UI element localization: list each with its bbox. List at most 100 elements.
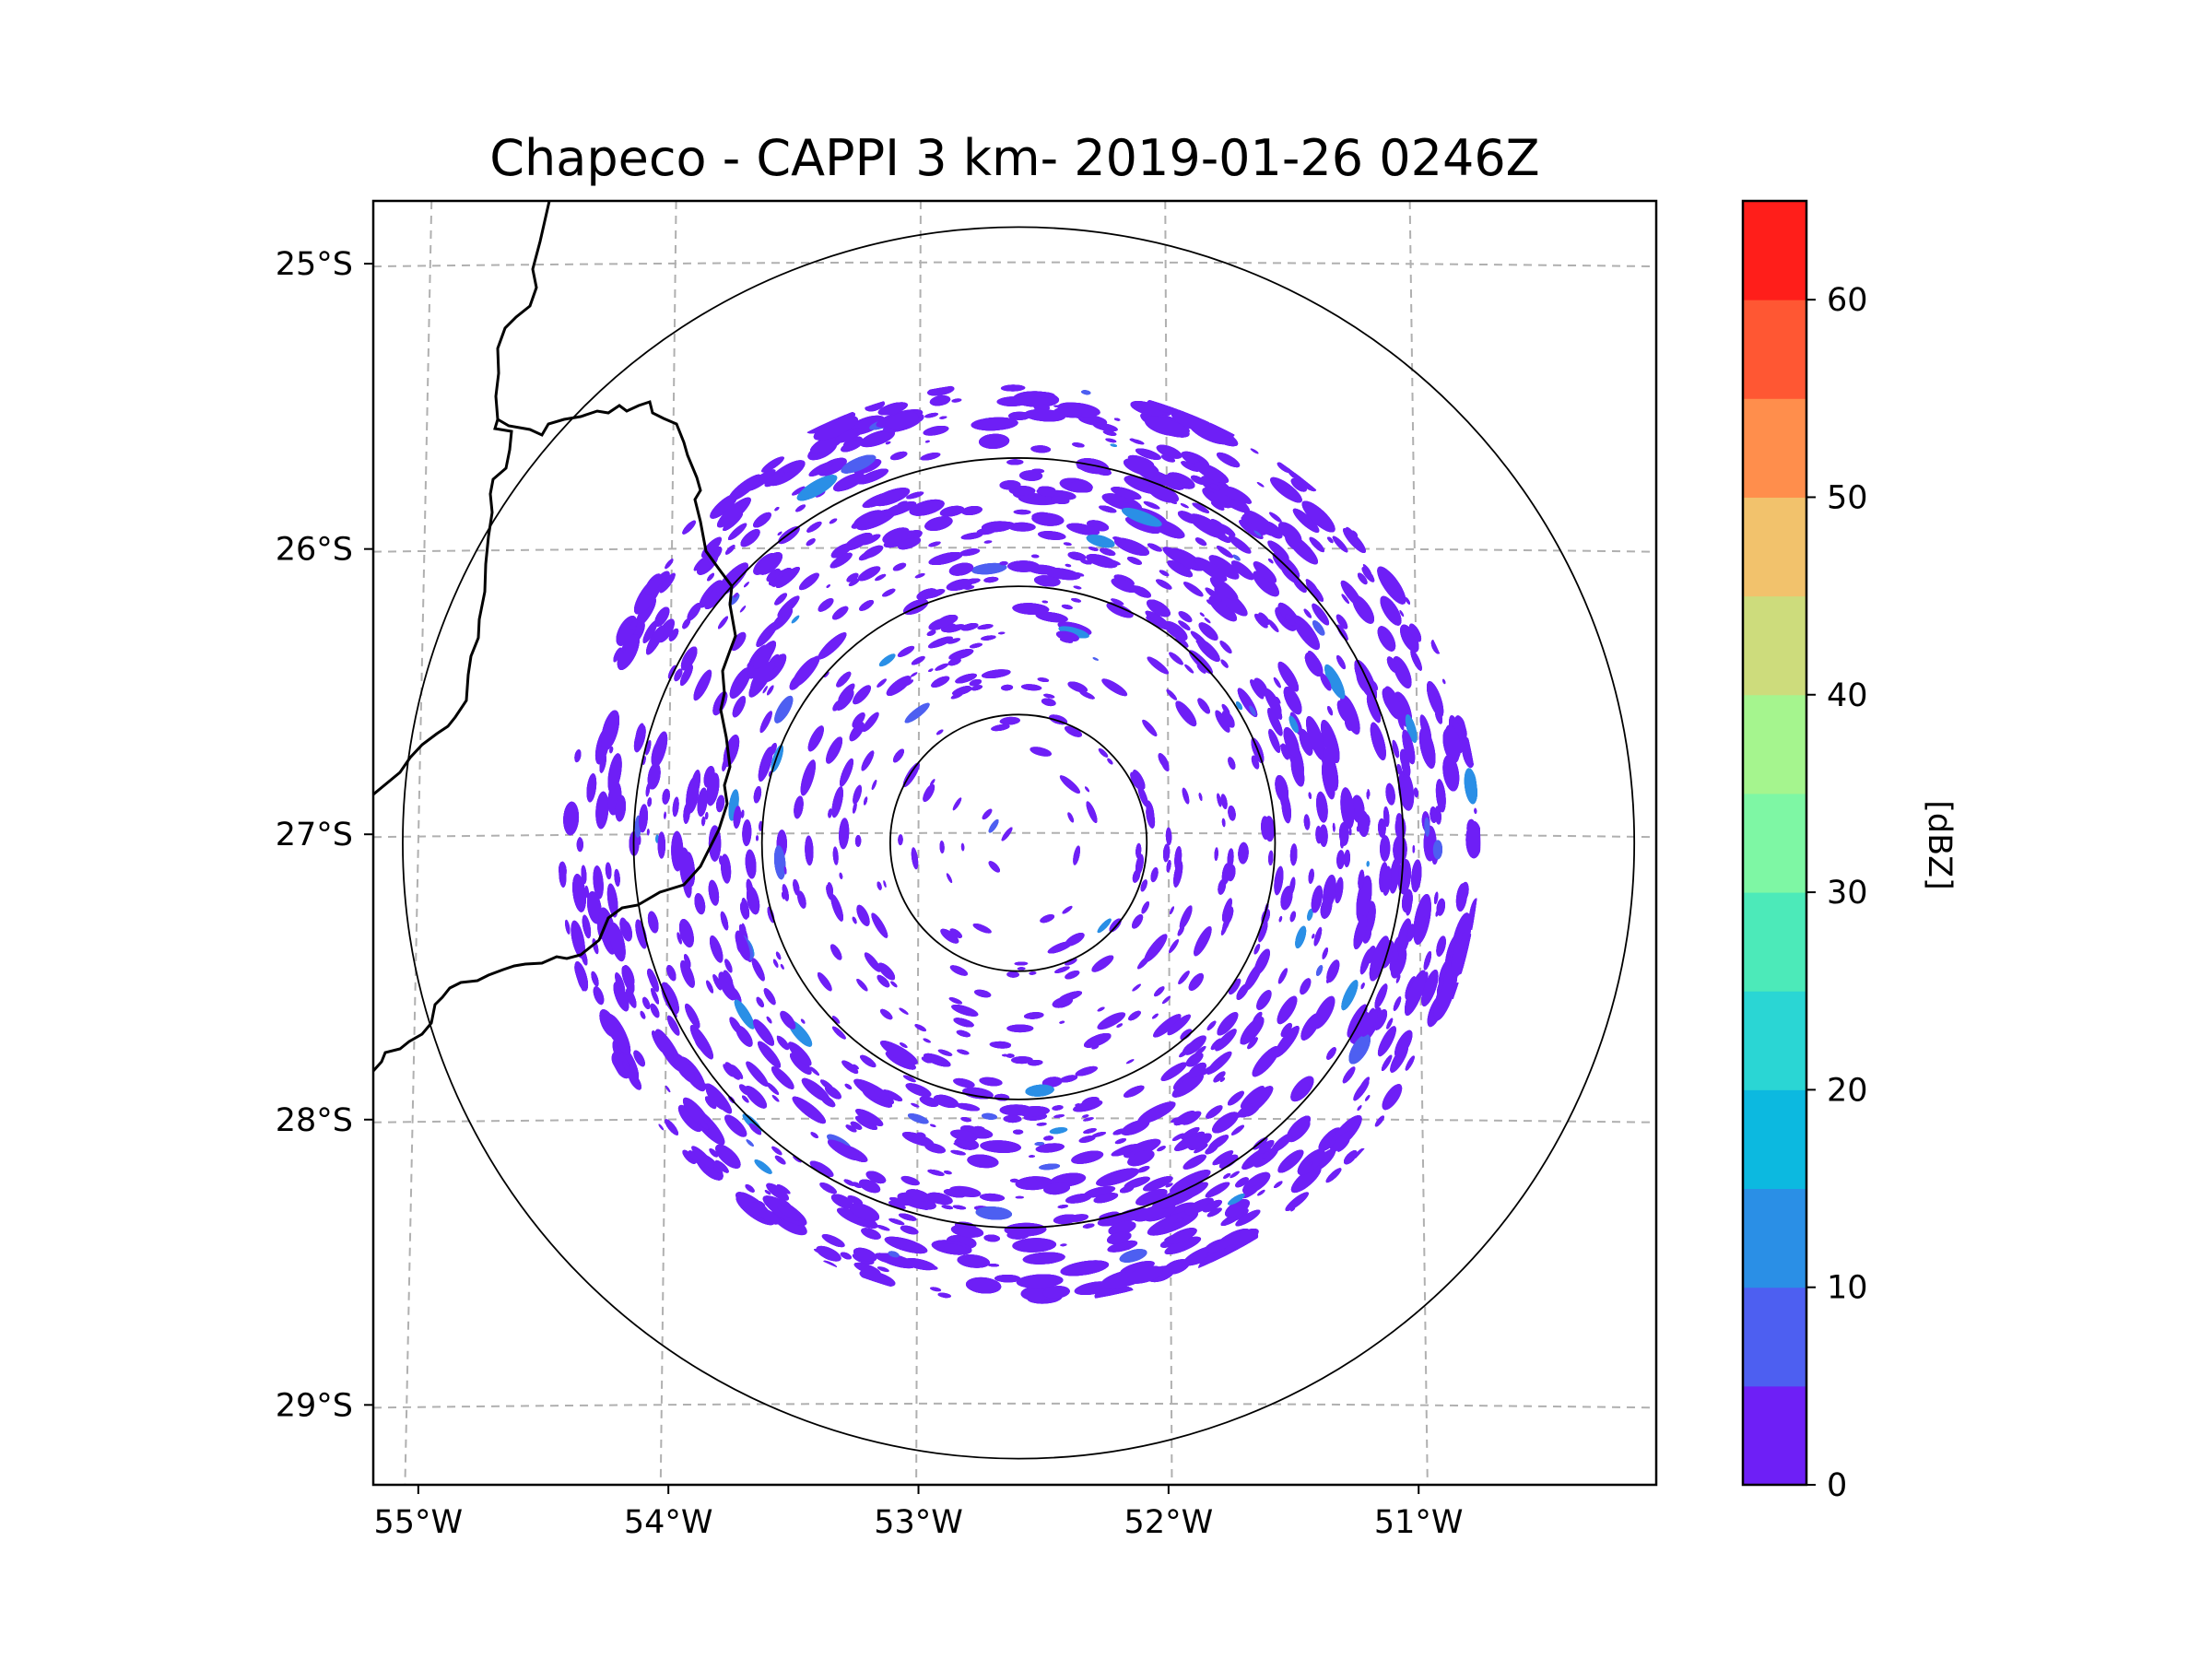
echo-cell [877, 1266, 889, 1273]
echo-cell [1418, 727, 1436, 769]
meridian-line [1408, 201, 1429, 1485]
echo-cell [871, 780, 877, 790]
echo-cell [877, 678, 887, 688]
echo-cell [806, 521, 822, 533]
echo-cell [1306, 582, 1324, 602]
echo-cell [742, 819, 752, 847]
echo-cell [994, 1093, 1010, 1101]
echo-cell [924, 412, 939, 418]
echo-cell [1071, 1150, 1104, 1164]
echo-cell [935, 663, 948, 671]
echo-cell [1065, 971, 1080, 980]
echo-cell [1065, 563, 1072, 568]
echo-cell [1144, 934, 1168, 963]
echo-cell [771, 1095, 780, 1102]
echo-cell [1015, 1195, 1024, 1199]
echo-cell [930, 1287, 942, 1292]
echo-cell [979, 433, 1010, 449]
echo-cell [1030, 747, 1052, 757]
echo-cell [939, 416, 947, 419]
echo-cell [1316, 965, 1324, 976]
echo-cell [740, 809, 745, 818]
echo-cell [923, 1038, 931, 1043]
meridian-line [659, 201, 677, 1485]
echo-cell [1343, 1150, 1358, 1165]
echo-cell [957, 1049, 970, 1055]
echo-cell [1067, 812, 1075, 823]
echo-cell [710, 935, 724, 963]
echo-cell [1040, 914, 1055, 924]
echo-cell [1316, 791, 1328, 823]
parallel-line [373, 831, 1656, 839]
echo-cell [755, 835, 759, 841]
echo-cell [892, 562, 907, 571]
echo-cell [650, 1003, 660, 1018]
echo-cell [1052, 1105, 1064, 1111]
echo-cell [1289, 911, 1296, 923]
echo-cell [1178, 610, 1193, 623]
echo-cell [1013, 1129, 1024, 1135]
echo-cell [853, 784, 862, 805]
echo-cell [1152, 1013, 1159, 1019]
echo-cell [707, 572, 715, 582]
echo-cell [994, 1274, 1021, 1283]
echo-cell [756, 996, 764, 1007]
echo-cell [1041, 698, 1056, 707]
echo-cell [1132, 913, 1144, 929]
echo-cell [979, 1077, 1003, 1087]
echo-cell [1303, 608, 1312, 618]
echo-cell [1127, 556, 1142, 565]
echo-cell [1341, 980, 1359, 1011]
echo-cell [886, 676, 912, 696]
echo-cell [1267, 558, 1274, 564]
echo-cell [1075, 1065, 1098, 1077]
echo-cell [586, 773, 597, 803]
echo-cell [967, 1154, 999, 1169]
echo-cell [1273, 677, 1281, 688]
echo-cell [1142, 719, 1158, 736]
echo-cell [952, 1205, 967, 1210]
echo-cell [853, 802, 857, 814]
echo-cell [948, 997, 962, 1005]
echo-cell [1380, 835, 1391, 862]
echo-cell [1073, 585, 1082, 590]
echo-cell [1377, 626, 1396, 652]
echo-cell [640, 1010, 646, 1019]
echo-cell [805, 835, 814, 866]
echo-cell [745, 1184, 755, 1193]
echo-cell [1411, 859, 1422, 893]
echo-cell [1220, 659, 1229, 668]
echo-cell [1060, 1243, 1067, 1247]
echo-cell [780, 963, 784, 970]
echo-cell [1030, 445, 1052, 453]
echo-cell [947, 638, 961, 644]
echo-cell [1365, 1095, 1371, 1101]
echo-cell [1405, 1055, 1415, 1071]
echo-cell [754, 1159, 772, 1174]
echo-cell [745, 849, 757, 879]
echo-cell [920, 453, 941, 461]
echo-cell [1219, 641, 1232, 654]
echo-cell [775, 951, 782, 960]
echo-cell [1289, 843, 1298, 866]
echo-cell [1029, 971, 1037, 975]
echo-cell [658, 1124, 665, 1131]
echo-cell [806, 538, 816, 547]
echo-cell [647, 911, 659, 934]
echo-cell [826, 736, 843, 764]
echo-cell [565, 919, 571, 935]
parallel-line [373, 261, 1656, 268]
echo-cell [904, 702, 930, 724]
echo-cell [1081, 390, 1091, 395]
echo-cell [694, 893, 706, 915]
echo-cell [1092, 657, 1099, 661]
echo-cell [927, 1169, 945, 1176]
echo-cell [953, 1018, 974, 1028]
echo-cell [1204, 618, 1211, 624]
echo-cell [1465, 820, 1481, 859]
echo-cell [937, 1049, 953, 1056]
echo-cell [1031, 554, 1040, 559]
echo-cell [1442, 678, 1446, 685]
echo-cell [1049, 714, 1068, 725]
echo-cell [1256, 482, 1265, 488]
